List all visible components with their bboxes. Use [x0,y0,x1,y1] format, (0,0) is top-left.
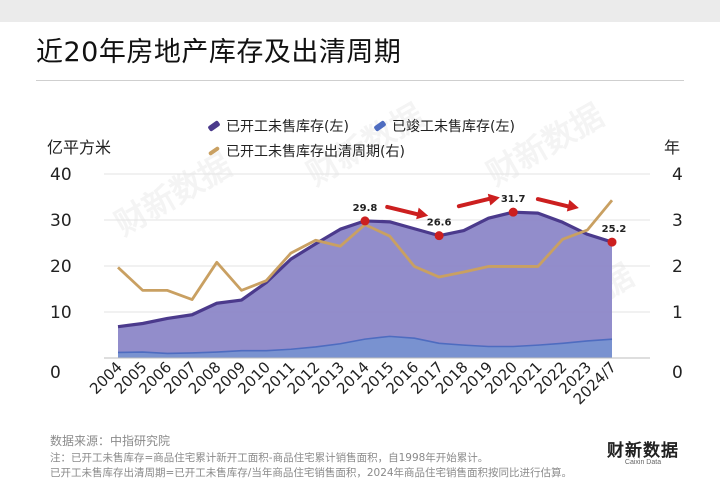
area-started-inventory [118,212,612,358]
note-line-2: 已开工未售库存出清周期=已开工未售库存/当年商品住宅销售面积，2024年商品住宅… [50,467,573,479]
trend-arrow-shaft [385,204,423,217]
annotation-marker [508,207,518,217]
legend-label-cycle: 已开工未售库存出清周期(右) [226,144,405,160]
legend-label-completed: 已竣工未售库存(左) [392,119,515,135]
y-right-tick-label: 4 [672,165,683,185]
chart-canvas: 0102030400123420042005200620072008200920… [50,165,683,408]
y-left-tick-label: 10 [50,303,72,323]
right-axis-unit: 年 [664,138,681,157]
y-right-tick-label: 0 [672,363,683,383]
y-left-tick-label: 20 [50,257,72,277]
area-completed-inventory [118,336,612,358]
legend-item-cycle: 已开工未售库存出清周期(右) [207,141,405,161]
y-left-tick-label: 0 [50,363,61,383]
trend-arrow-shaft [456,196,494,209]
left-axis-unit: 亿平方米 [47,138,112,157]
annotation-label: 31.7 [501,194,526,205]
trend-arrow-head [487,193,500,206]
y-left-tick-label: 30 [50,211,72,231]
trend-arrow-head [566,199,579,212]
top-bar [0,0,720,22]
legend-label-started: 已开工未售库存(左) [226,119,349,135]
page-title: 近20年房地产库存及出清周期 [36,37,402,68]
y-right-tick-label: 2 [672,257,683,277]
legend-item-started: 已开工未售库存(左) [207,116,349,136]
brand-logo: 财新数据 Caixin Data [598,436,688,466]
source-text: 数据来源：中指研究院 [50,434,171,448]
logo-main-text: 财新数据 [607,441,679,461]
annotation-marker [360,216,370,226]
logo-sub-text: Caixin Data [624,459,662,466]
line-completed-inventory [117,335,613,355]
trend-arrow-shaft [535,197,573,210]
annotation-marker [434,231,444,241]
title-divider [36,80,684,81]
legend-item-completed: 已竣工未售库存(左) [373,116,515,136]
annotation-label: 26.6 [427,218,452,229]
y-right-tick-label: 3 [672,211,683,231]
y-right-tick-label: 1 [672,303,683,323]
annotation-marker [607,237,617,247]
note-line-1: 注：已开工未售库存=商品住宅累计新开工面积-商品住宅累计销售面积，自1998年开… [50,452,489,464]
trend-arrow-head [416,207,429,220]
annotation-label: 29.8 [353,203,378,214]
annotation-label: 25.2 [602,224,627,235]
y-left-tick-label: 40 [50,165,72,185]
